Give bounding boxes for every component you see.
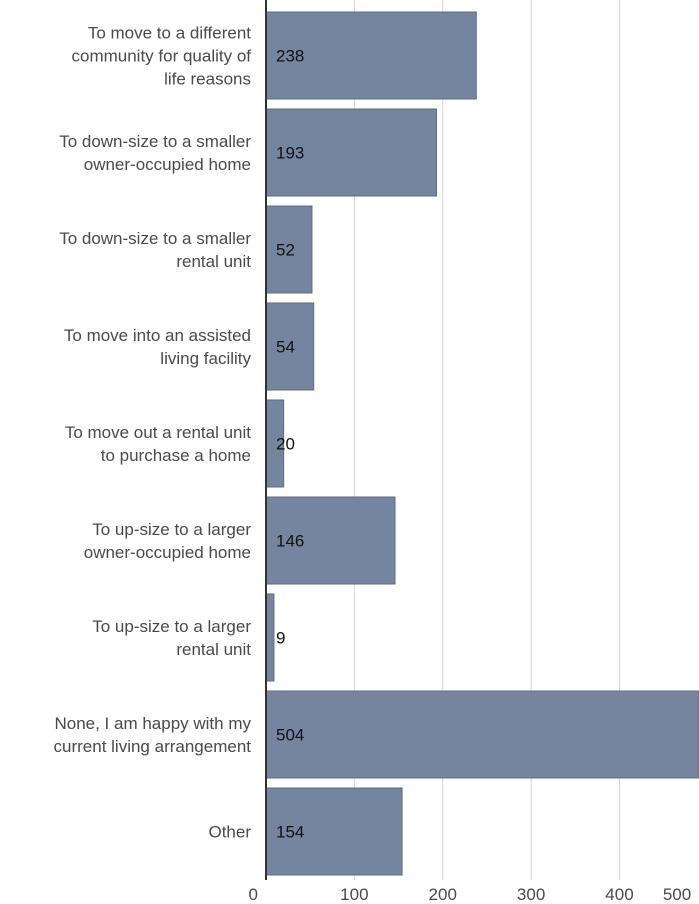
data-label: 193	[276, 144, 304, 163]
category-label-line: current living arrangement	[54, 737, 252, 756]
category-label-line: To move to a different	[88, 24, 251, 43]
category-label-line: To down-size to a smaller	[59, 132, 251, 151]
data-label: 154	[276, 823, 304, 842]
data-label: 52	[276, 241, 295, 260]
bar	[265, 496, 396, 585]
category-label-line: to purchase a home	[101, 446, 251, 465]
x-tick-label: 100	[340, 885, 368, 904]
category-label-line: rental unit	[176, 252, 251, 271]
data-label: 9	[276, 629, 285, 648]
category-label-line: To up-size to a larger	[92, 617, 251, 636]
category-label: None, I am happy with my current living a…	[54, 714, 252, 756]
category-label: To up-size to a larger rental unit	[92, 617, 251, 659]
category-label: To move out a rental unit to purchase a h…	[65, 423, 251, 465]
category-label-line: owner-occupied home	[84, 155, 251, 174]
bars	[265, 11, 699, 876]
x-tick-label: 0	[249, 885, 258, 904]
data-label: 504	[276, 726, 304, 745]
data-label: 238	[276, 47, 304, 66]
bar	[265, 690, 699, 779]
category-label: Other	[208, 823, 251, 842]
category-label: To down-size to a smaller rental unit	[59, 229, 251, 271]
data-label: 54	[276, 338, 295, 357]
category-label-line: life reasons	[164, 70, 251, 89]
category-label-line: To up-size to a larger	[92, 520, 251, 539]
category-label-line: To move into an assisted	[64, 326, 251, 345]
category-label-line: To move out a rental unit	[65, 423, 251, 442]
category-label-line: To down-size to a smaller	[59, 229, 251, 248]
category-label-line: community for quality of	[71, 47, 251, 66]
bar	[265, 787, 403, 876]
x-tick-label: 500	[663, 885, 691, 904]
data-label: 146	[276, 532, 304, 551]
category-label: To move into an assisted living facility	[64, 326, 252, 368]
category-label-line: None, I am happy with my	[54, 714, 251, 733]
category-label-line: living facility	[160, 349, 251, 368]
bar	[265, 205, 313, 294]
x-tick-label: 300	[517, 885, 545, 904]
category-label-line: owner-occupied home	[84, 543, 251, 562]
category-label-line: rental unit	[176, 640, 251, 659]
category-label: To move to a different community for qual…	[71, 24, 251, 89]
data-label: 20	[276, 435, 295, 454]
x-tick-label: 400	[605, 885, 633, 904]
data-labels: 238 193 52 54 20 146 9 504 154	[276, 47, 304, 842]
category-label: To up-size to a larger owner-occupied hom…	[84, 520, 252, 562]
bar	[265, 593, 275, 682]
bar	[265, 11, 477, 100]
category-label-line: Other	[208, 823, 251, 842]
x-axis-ticks: 0 100 200 300 400 500	[249, 885, 692, 904]
category-labels: To move to a different community for qual…	[54, 24, 252, 842]
category-label: To down-size to a smaller owner-occupied …	[59, 132, 251, 174]
bar	[265, 108, 438, 197]
x-tick-label: 200	[429, 885, 457, 904]
